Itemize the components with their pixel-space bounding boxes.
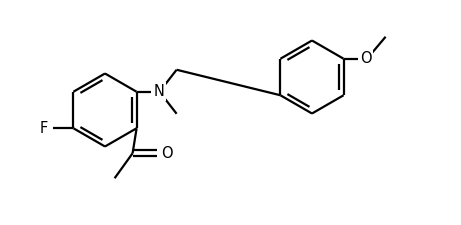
Text: O: O: [360, 51, 372, 66]
Text: F: F: [39, 121, 47, 136]
Text: O: O: [162, 146, 173, 161]
Text: N: N: [153, 84, 164, 99]
